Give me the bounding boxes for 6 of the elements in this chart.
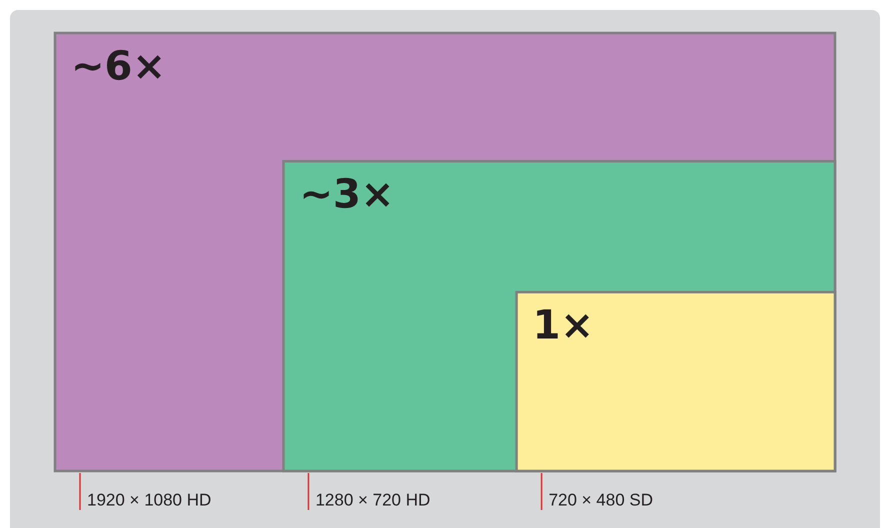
category-label: 1280 × 720 HD xyxy=(315,490,430,510)
data-label: ~3× xyxy=(299,172,394,218)
category-label: 720 × 480 SD xyxy=(548,490,654,510)
category-label: 1920 × 1080 HD xyxy=(87,490,212,510)
data-label: 1× xyxy=(532,302,594,349)
data-label: ~6× xyxy=(71,43,166,90)
